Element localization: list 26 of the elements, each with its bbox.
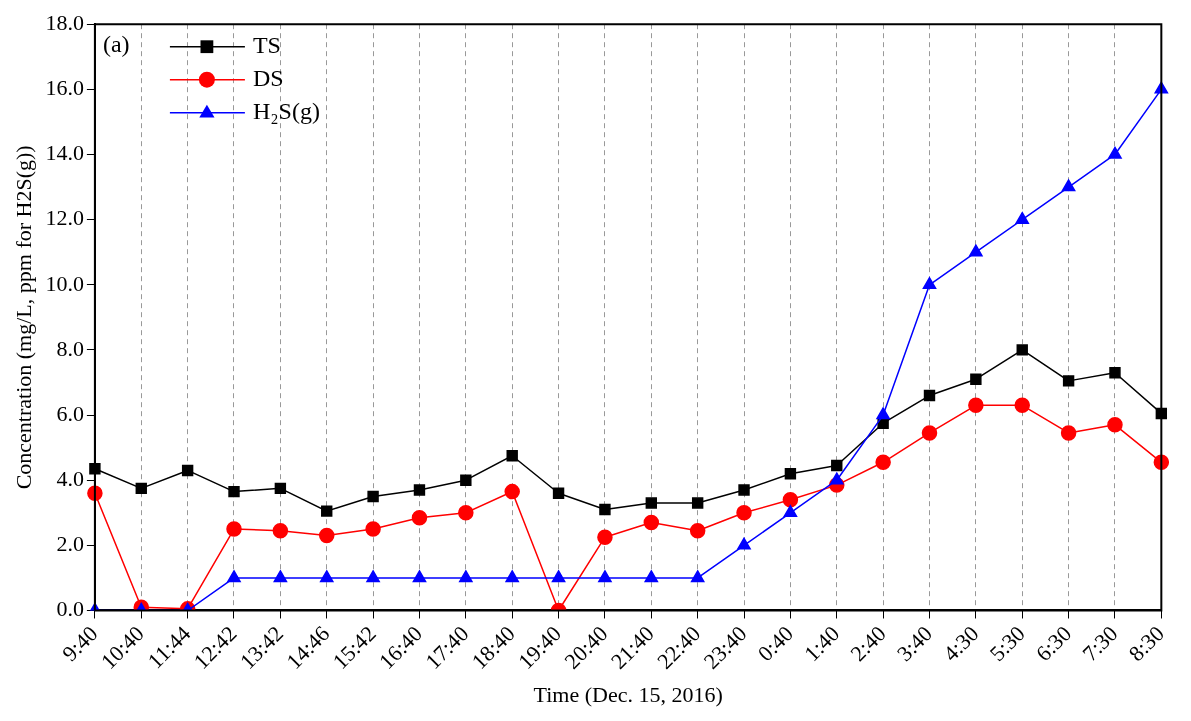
legend-label: DS [252, 65, 284, 91]
y-axis-title: Concentration (mg/L, ppm for H2S(g)) [10, 145, 36, 490]
y-tick-label: 16.0 [45, 75, 84, 101]
y-tick-label: 4.0 [56, 465, 84, 491]
y-tick-label: 18.0 [45, 9, 84, 35]
x-tick-label: 5:30 [984, 620, 1030, 667]
x-tick-label: 3:40 [891, 620, 938, 667]
y-tick-label: 6.0 [56, 400, 84, 426]
x-tick-label: 7:30 [1077, 620, 1123, 667]
y-tick-label: 2.0 [56, 531, 84, 557]
x-tick-label: 0:40 [752, 620, 799, 667]
x-axis-title: Time (Dec. 15, 2016) [533, 681, 723, 707]
y-tick-label: 10.0 [45, 270, 84, 296]
x-tick-label: 4:30 [938, 620, 984, 667]
x-tick-label: 6:30 [1030, 620, 1077, 667]
x-tick-label: 9:40 [57, 620, 103, 667]
y-tick-label: 12.0 [45, 205, 84, 231]
y-tick-label: 0.0 [56, 596, 84, 622]
annotation: (a) [102, 31, 130, 58]
x-tick-label: 8:30 [1123, 620, 1169, 667]
x-tick-label: 2:40 [845, 620, 891, 667]
legend-label: H₂S(g) [252, 98, 320, 124]
y-tick-label: 8.0 [56, 335, 84, 361]
y-tick-label: 14.0 [45, 140, 84, 166]
legend-label: TS [252, 32, 281, 58]
x-tick-label: 1:40 [799, 620, 845, 667]
